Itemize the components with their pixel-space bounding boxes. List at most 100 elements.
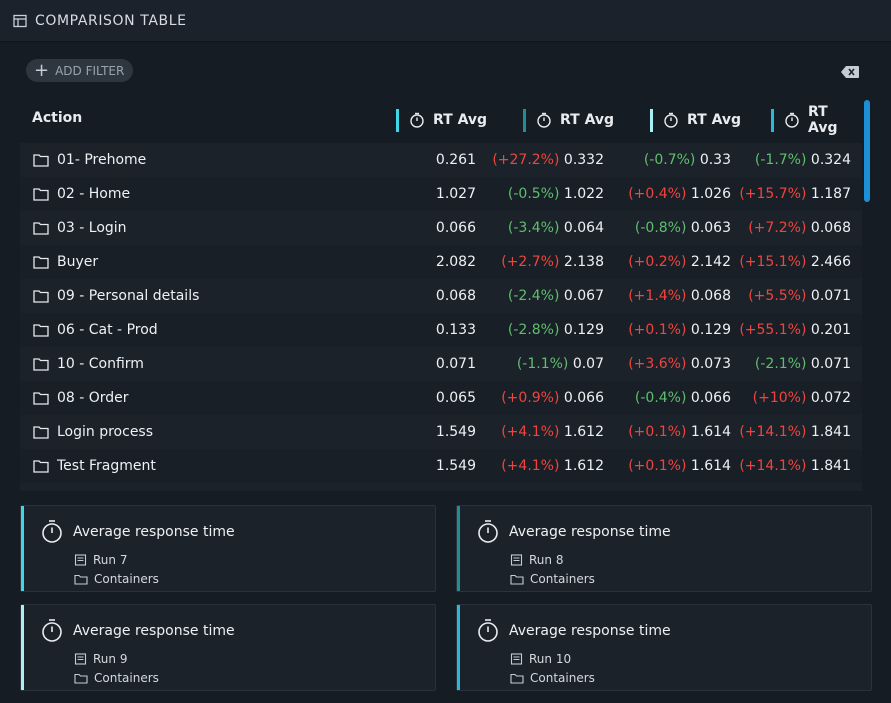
clear-filters-button[interactable] [841,63,859,78]
row-action-label: Buyer [57,254,99,270]
cell-run-1: 0.065 [436,390,476,406]
card-scope: Containers [510,572,595,586]
metric-card-run-4[interactable]: Average response time Run 10 Containers [456,604,872,691]
row-action-label: 08 - Order [57,390,129,406]
cell-run-2: (+2.7%) 2.138 [501,254,604,270]
card-run: Run 7 [74,553,127,567]
run-color-bar [523,108,526,132]
cell-run-3: (+1.4%) 0.068 [628,288,731,304]
card-title: Average response time [509,623,671,639]
column-header-run-3[interactable]: RT Avg [650,108,741,132]
table-row[interactable]: Buyer 2.082 (+2.7%) 2.138 (+0.2%) 2.142 (+15… [20,245,862,279]
cell-run-1: 2.082 [436,254,476,270]
table-row[interactable]: 06 - Cat - Prod 0.133 (-2.8%) 0.129 (+0.1%)… [20,313,862,347]
cell-run-4: (+10%) 0.072 [753,390,851,406]
card-accent [457,506,460,591]
cell-run-2: (+27.2%) 0.332 [492,152,604,168]
table-row[interactable]: Login process 1.549 (+4.1%) 1.612 (+0.1%) 1… [20,415,862,449]
cell-run-1: 1.027 [436,186,476,202]
stopwatch-icon [41,519,63,547]
folder-icon [33,425,49,439]
cell-run-2: (-3.4%) 0.064 [508,220,604,236]
metric-card-run-1[interactable]: Average response time Run 7 Containers [20,505,436,592]
cell-value: 0.065 [435,390,476,406]
cell-value: 0.068 [810,220,851,236]
column-header-label: RT Avg [560,112,615,128]
cell-run-2: (-1.1%) 0.07 [517,356,604,372]
cell-value: 2.138 [563,254,604,270]
cell-run-1: 0.261 [436,152,476,168]
metric-card-run-3[interactable]: Average response time Run 9 Containers [20,604,436,691]
table-scrollbar[interactable] [864,100,870,202]
table-body: 01- Prehome 0.261 (+27.2%) 0.332 (-0.7%) 0.… [20,143,862,483]
cell-run-3: (+0.1%) 1.614 [628,458,731,474]
cell-value: 1.614 [690,424,731,440]
card-scope: Containers [74,572,159,586]
cell-run-1: 1.549 [436,458,476,474]
cell-run-3: (+0.4%) 1.026 [628,186,731,202]
cell-value: 0.066 [563,390,604,406]
card-title: Average response time [509,524,671,540]
cell-value: 1.841 [810,424,851,440]
table-row[interactable]: 10 - Confirm 0.071 (-1.1%) 0.07 (+3.6%) 0.0… [20,347,862,381]
row-action-label: 03 - Login [57,220,127,236]
page-title: COMPARISON TABLE [35,12,187,29]
table-row[interactable]: Test Fragment 1.549 (+4.1%) 1.612 (+0.1%) 1… [20,449,862,483]
cell-delta: (+3.6%) [628,356,687,372]
stopwatch-icon [477,519,499,547]
cell-run-4: (+14.1%) 1.841 [739,458,851,474]
column-header-label: RT Avg [808,104,838,136]
folder-icon [510,573,524,585]
card-scope-label: Containers [94,671,159,685]
column-header-run-2[interactable]: RT Avg [523,108,614,132]
cell-run-4: (+55.1%) 0.201 [739,322,851,338]
cell-value: 1.612 [563,458,604,474]
card-scope-label: Containers [530,572,595,586]
cell-delta: (-0.4%) [634,390,687,406]
cell-value: 2.466 [810,254,851,270]
cell-value: 1.027 [435,186,476,202]
cell-value: 0.33 [699,152,731,168]
table-row[interactable]: 01- Prehome 0.261 (+27.2%) 0.332 (-0.7%) 0.… [20,143,862,177]
cell-delta: (+14.1%) [739,424,807,440]
column-header-run-1[interactable]: RT Avg [396,108,487,132]
folder-icon [33,221,49,235]
cell-value: 2.082 [435,254,476,270]
card-run-label: Run 7 [93,553,128,567]
table-row[interactable]: 02 - Home 1.027 (-0.5%) 1.022 (+0.4%) 1.026… [20,177,862,211]
metric-card-run-2[interactable]: Average response time Run 8 Containers [456,505,872,592]
cell-delta: (+4.1%) [501,458,560,474]
card-title: Average response time [73,524,235,540]
folder-icon [33,255,49,269]
folder-icon [33,459,49,473]
document-icon [74,653,87,665]
row-action: Test Fragment [33,458,156,474]
cell-value: 0.067 [563,288,604,304]
card-run: Run 10 [510,652,571,666]
run-color-bar [650,108,653,132]
row-action: Buyer [33,254,98,270]
row-action-label: 10 - Confirm [57,356,144,372]
cell-delta: (-0.8%) [634,220,687,236]
row-action: 10 - Confirm [33,356,144,372]
cell-value: 0.332 [563,152,604,168]
add-filter-button[interactable]: + ADD FILTER [26,59,133,82]
cell-value: 1.026 [690,186,731,202]
cell-delta: (+0.4%) [628,186,687,202]
table-row[interactable]: 09 - Personal details 0.068 (-2.4%) 0.067(… [20,279,862,313]
cell-delta: (-1.1%) [516,356,569,372]
card-accent [457,605,460,690]
cell-run-3: (+3.6%) 0.073 [628,356,731,372]
cell-run-1: 0.071 [436,356,476,372]
action-column-header[interactable]: Action [32,110,83,126]
folder-icon [33,323,49,337]
cell-run-3: (-0.4%) 0.066 [635,390,731,406]
card-run-label: Run 9 [93,652,128,666]
cell-value: 0.064 [563,220,604,236]
column-header-run-4[interactable]: RT Avg [771,104,862,136]
table-row[interactable]: 08 - Order 0.065 (+0.9%) 0.066 (-0.4%) 0.06… [20,381,862,415]
table-row[interactable]: 03 - Login 0.066 (-3.4%) 0.064 (-0.8%) 0.06… [20,211,862,245]
table-icon [13,14,27,28]
card-run-label: Run 8 [529,553,564,567]
cell-value: 0.129 [690,322,731,338]
